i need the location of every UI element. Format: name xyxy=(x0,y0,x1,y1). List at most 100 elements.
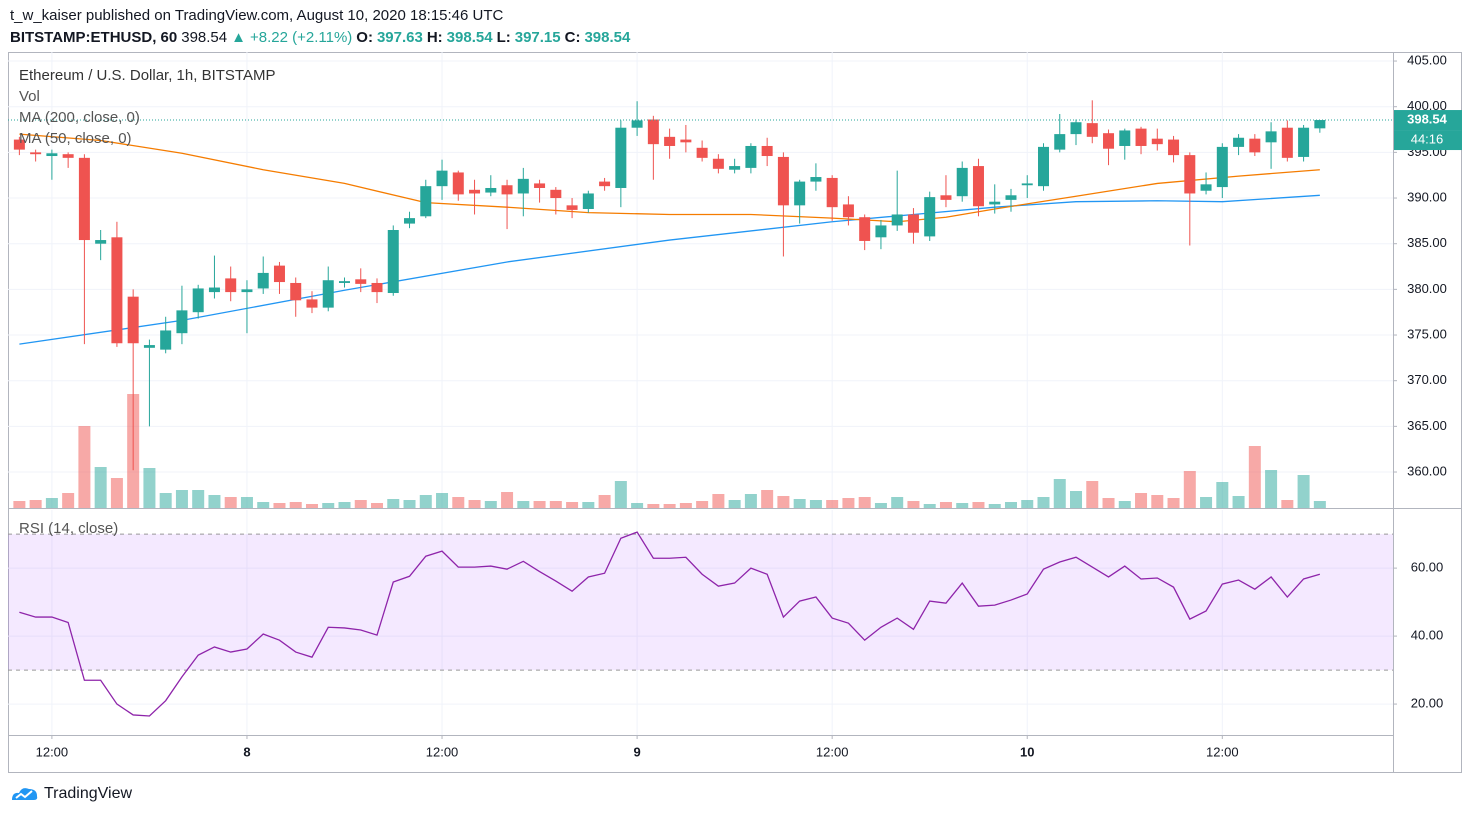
candle-body xyxy=(469,189,481,194)
rsi-line xyxy=(19,531,1321,717)
candle-body xyxy=(62,154,74,158)
y-tick-label: 365.00 xyxy=(1407,418,1447,433)
volume-bar xyxy=(322,503,335,508)
candle-body xyxy=(924,197,936,237)
volume-bar xyxy=(598,495,611,508)
candle-body xyxy=(745,145,757,168)
candle-body xyxy=(208,287,220,293)
volume-bar xyxy=(1151,495,1164,508)
last-price: 398.54 xyxy=(181,29,228,46)
volume-bar xyxy=(484,501,497,508)
candle-body xyxy=(452,172,464,195)
volume-bar xyxy=(972,502,985,508)
volume-bar xyxy=(517,501,530,508)
volume-bar xyxy=(582,502,595,508)
volume-bar xyxy=(1070,491,1083,508)
volume-bar xyxy=(94,467,107,508)
candle-body xyxy=(143,345,155,348)
volume-bar xyxy=(631,503,644,508)
candle-body xyxy=(859,217,871,241)
candle-body xyxy=(1021,183,1033,186)
volume-bar xyxy=(1135,493,1148,508)
candle-body xyxy=(1119,130,1131,146)
volume-bar xyxy=(1265,470,1278,508)
volume-bar xyxy=(1183,471,1196,508)
candle-body xyxy=(30,152,42,155)
candle-body xyxy=(972,166,984,207)
volume-bar xyxy=(679,503,692,508)
low-label: L: xyxy=(496,29,511,46)
candle-body xyxy=(241,289,253,293)
candle-body xyxy=(566,205,578,210)
volume-bar xyxy=(78,426,91,508)
volume-bar xyxy=(874,503,887,508)
logo xyxy=(12,788,38,800)
volume-bar xyxy=(501,492,514,508)
up-arrow: ▲ xyxy=(231,29,246,46)
candle-body xyxy=(1070,122,1082,135)
candle-body xyxy=(1265,131,1277,143)
x-tick-label: 12:00 xyxy=(36,744,69,759)
volume-bar xyxy=(159,493,172,508)
volume-bar xyxy=(208,495,221,508)
candle-body xyxy=(1005,195,1017,200)
candle-body xyxy=(1103,133,1115,149)
volume-bar xyxy=(1037,497,1050,508)
high-label: H: xyxy=(426,29,443,46)
candle-body xyxy=(517,178,529,194)
low-value: 397.15 xyxy=(514,29,561,46)
rsi-title: RSI (14, close) xyxy=(19,520,118,537)
volume-bar xyxy=(1053,479,1066,508)
candle-body xyxy=(794,181,806,206)
volume-bar xyxy=(240,497,253,508)
candle-body xyxy=(1086,123,1098,137)
candle-body xyxy=(338,281,350,283)
volume-bar xyxy=(289,502,302,508)
candle-body xyxy=(1249,138,1261,153)
volume-bar xyxy=(13,501,26,508)
candle-body xyxy=(371,282,383,293)
price-tag xyxy=(1394,110,1462,131)
volume-bar xyxy=(1297,475,1310,508)
price-tag-label: 398.54 xyxy=(1407,111,1448,126)
volume-bar xyxy=(1232,496,1245,508)
candle-body xyxy=(127,296,139,344)
volume-bar xyxy=(305,504,318,508)
ma-line xyxy=(19,194,1320,345)
candle-body xyxy=(647,119,659,145)
volume-bar xyxy=(858,497,871,508)
candle-body xyxy=(907,214,919,233)
candle-body xyxy=(95,240,107,244)
candle-body xyxy=(1151,138,1163,145)
volume-bar xyxy=(712,494,725,508)
x-tick-label: 10 xyxy=(1020,744,1034,759)
candle-body xyxy=(192,288,204,313)
volume-bar xyxy=(110,478,123,508)
x-tick-label: 9 xyxy=(633,744,640,759)
volume-bar xyxy=(192,490,205,508)
volume-bar xyxy=(1248,446,1261,508)
volume-bar xyxy=(1086,481,1099,508)
countdown-box xyxy=(1394,130,1462,151)
candle-body xyxy=(13,139,25,150)
candle-body xyxy=(582,193,594,209)
candle-body xyxy=(273,265,285,283)
volume-bar xyxy=(371,503,384,508)
y-tick-label: 405.00 xyxy=(1407,52,1447,67)
candle-body xyxy=(111,237,123,344)
candle-body xyxy=(322,280,334,308)
volume-bar xyxy=(549,501,562,508)
brand: TradingView xyxy=(44,785,133,802)
candle-body xyxy=(78,157,90,241)
candle-body xyxy=(1037,146,1049,187)
volume-bar xyxy=(62,493,75,508)
volume-bar xyxy=(29,500,42,508)
candle-body xyxy=(290,282,302,301)
rsi-band xyxy=(8,534,1393,671)
candle-body xyxy=(680,139,692,143)
candle-body xyxy=(160,330,172,350)
candle-body xyxy=(940,195,952,200)
candle-body xyxy=(875,225,887,238)
footer: TradingView xyxy=(10,784,132,804)
